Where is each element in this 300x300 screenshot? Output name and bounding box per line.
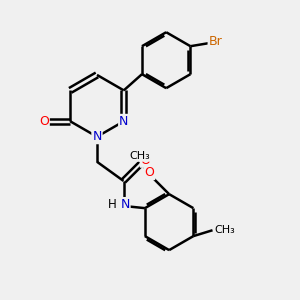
Text: CH₃: CH₃ [214, 225, 235, 235]
Text: CH₃: CH₃ [129, 151, 150, 161]
Text: O: O [141, 154, 151, 167]
Text: O: O [145, 166, 154, 179]
Text: O: O [39, 115, 49, 128]
Text: N: N [120, 198, 130, 211]
Text: N: N [119, 115, 128, 128]
Text: N: N [92, 130, 102, 143]
Text: H: H [108, 198, 117, 211]
Text: Br: Br [208, 35, 222, 48]
